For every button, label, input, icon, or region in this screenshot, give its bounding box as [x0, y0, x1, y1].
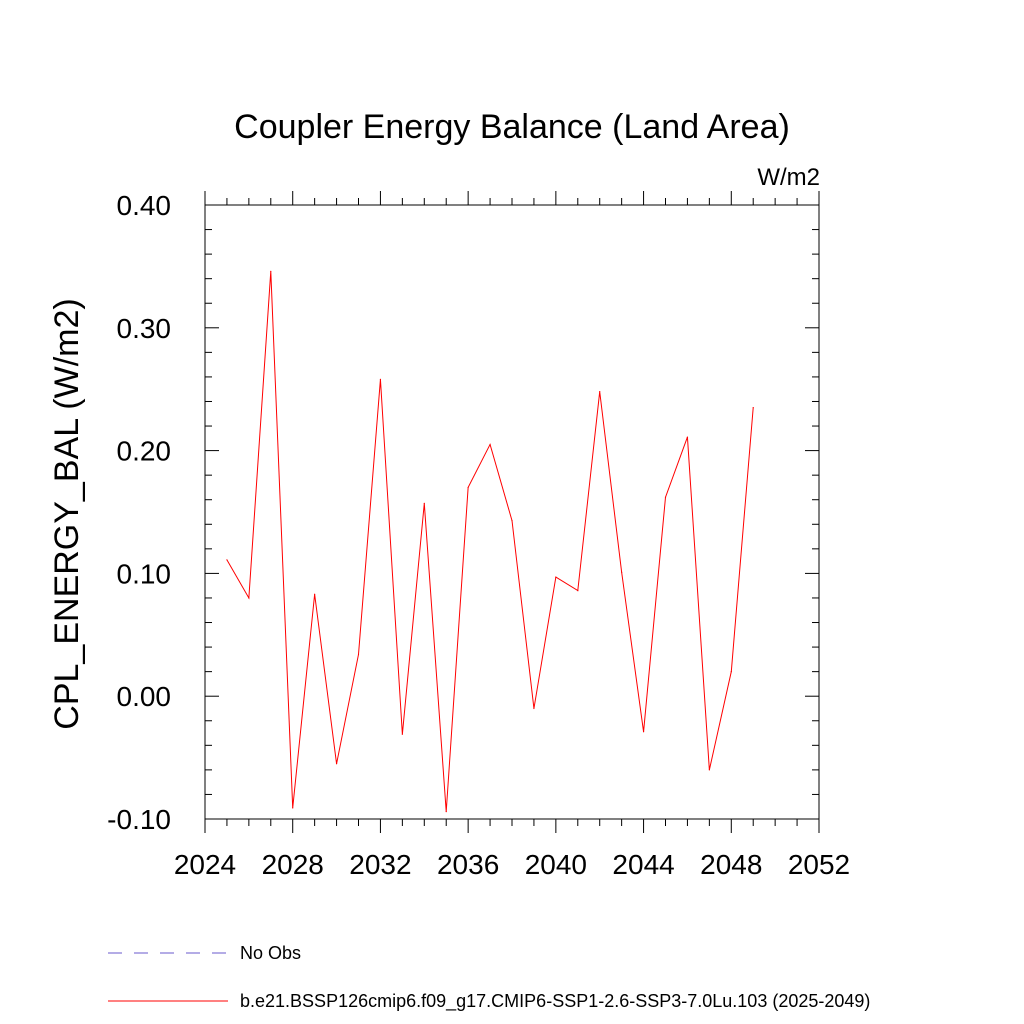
data-point: [248, 597, 250, 599]
chart-title: Coupler Energy Balance (Land Area): [234, 108, 790, 146]
data-point: [577, 589, 579, 592]
data-point: [511, 519, 513, 522]
data-point: [226, 559, 228, 561]
x-tick-label: 2036: [437, 849, 499, 880]
series-line-0: [226, 271, 754, 812]
y-tick-label: 0.30: [117, 313, 172, 344]
data-point: [708, 769, 710, 771]
data-point: [379, 378, 382, 380]
legend-no-obs-label: No Obs: [240, 943, 301, 963]
data-point: [292, 807, 294, 809]
data-point: [752, 407, 754, 409]
x-tick-label: 2032: [349, 849, 411, 880]
plot-frame: [204, 204, 820, 820]
y-axis-label: CPL_ENERGY_BAL (W/m2): [48, 298, 86, 729]
data-point: [621, 571, 623, 573]
y-tick-label: 0.00: [117, 681, 172, 712]
data-point: [686, 436, 689, 438]
data-point: [335, 763, 338, 765]
x-tick-label: 2044: [612, 849, 674, 880]
data-point: [533, 707, 535, 710]
data-point: [467, 486, 469, 489]
data-point: [445, 811, 447, 813]
y-axis: -0.10 0.00 0.10 0.20 0.30 0.40: [107, 190, 819, 835]
legend: No Obs b.e21.BSSP126cmip6.f09_g17.CMIP6-…: [108, 943, 870, 1012]
legend-series-label: b.e21.BSSP126cmip6.f09_g17.CMIP6-SSP1-2.…: [240, 991, 870, 1012]
data-point: [357, 653, 360, 656]
units-label: W/m2: [757, 164, 820, 191]
data-point: [599, 391, 601, 393]
series-layer: [226, 270, 754, 813]
data-point: [555, 576, 557, 578]
y-tick-label: 0.20: [117, 436, 172, 467]
x-tick-label: 2048: [700, 849, 762, 880]
data-point: [270, 270, 272, 272]
y-tick-label: 0.10: [117, 558, 172, 589]
data-point: [314, 593, 316, 595]
data-point: [642, 731, 645, 733]
data-point: [489, 443, 491, 446]
x-tick-label: 2024: [174, 849, 236, 880]
y-tick-label: -0.10: [107, 804, 171, 835]
y-tick-label: 0.40: [117, 190, 172, 221]
x-axis: 2024 2028 2032 2036 2040 2044 2048 2052: [174, 191, 850, 880]
data-point: [423, 502, 425, 505]
data-point: [401, 733, 403, 735]
x-tick-label: 2028: [262, 849, 324, 880]
x-tick-label: 2052: [788, 849, 850, 880]
x-tick-label: 2040: [525, 849, 587, 880]
data-point: [664, 496, 667, 498]
data-point: [730, 671, 732, 673]
